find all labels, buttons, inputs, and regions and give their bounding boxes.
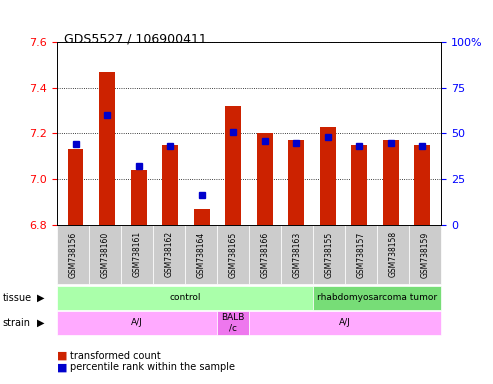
Bar	[57, 286, 313, 310]
Bar	[415, 145, 430, 225]
Bar	[281, 225, 313, 284]
Text: GSM738158: GSM738158	[388, 231, 398, 278]
Bar	[313, 286, 441, 310]
Bar	[352, 145, 367, 225]
Text: GSM738165: GSM738165	[228, 231, 238, 278]
Bar	[225, 106, 241, 225]
Text: A/J: A/J	[131, 318, 142, 328]
Bar	[57, 225, 89, 284]
Text: GDS5527 / 106900411: GDS5527 / 106900411	[64, 33, 207, 46]
Bar	[185, 225, 217, 284]
Bar	[377, 225, 409, 284]
Text: GSM738156: GSM738156	[68, 231, 77, 278]
Bar	[383, 140, 399, 225]
Text: ▶: ▶	[37, 318, 45, 328]
Text: GSM738162: GSM738162	[164, 231, 174, 278]
Text: GSM738160: GSM738160	[100, 231, 109, 278]
Text: GSM738163: GSM738163	[292, 231, 302, 278]
Bar	[121, 225, 153, 284]
Text: ■: ■	[57, 362, 67, 372]
Bar	[217, 225, 249, 284]
Bar	[162, 145, 178, 225]
Bar	[320, 127, 336, 225]
Bar	[89, 225, 121, 284]
Text: A/J: A/J	[339, 318, 351, 328]
Text: BALB
/c: BALB /c	[221, 313, 245, 333]
Text: rhabdomyosarcoma tumor: rhabdomyosarcoma tumor	[317, 293, 437, 302]
Text: tissue: tissue	[2, 293, 32, 303]
Bar	[217, 311, 249, 335]
Bar	[68, 149, 83, 225]
Text: GSM738166: GSM738166	[260, 231, 270, 278]
Bar	[131, 170, 146, 225]
Text: GSM738161: GSM738161	[132, 231, 141, 278]
Bar	[249, 225, 281, 284]
Text: GSM738157: GSM738157	[356, 231, 366, 278]
Text: percentile rank within the sample: percentile rank within the sample	[70, 362, 236, 372]
Text: GSM738155: GSM738155	[324, 231, 334, 278]
Text: GSM738159: GSM738159	[421, 231, 430, 278]
Bar	[249, 311, 441, 335]
Text: ▶: ▶	[37, 293, 45, 303]
Bar	[153, 225, 185, 284]
Bar	[313, 225, 345, 284]
Bar	[409, 225, 441, 284]
Bar	[99, 72, 115, 225]
Bar	[194, 209, 210, 225]
Text: strain: strain	[2, 318, 31, 328]
Text: transformed count: transformed count	[70, 351, 161, 361]
Text: control: control	[169, 293, 201, 302]
Text: GSM738164: GSM738164	[196, 231, 206, 278]
Bar	[57, 311, 217, 335]
Text: ■: ■	[57, 351, 67, 361]
Bar	[288, 140, 304, 225]
Bar	[345, 225, 377, 284]
Bar	[257, 134, 273, 225]
